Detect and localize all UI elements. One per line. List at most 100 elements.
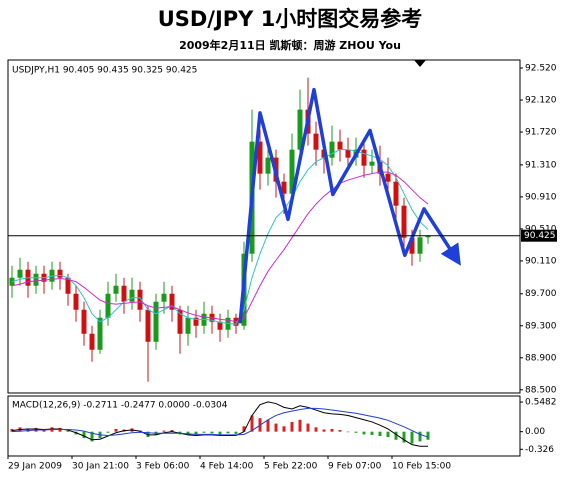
macd-bar bbox=[330, 428, 334, 432]
macd-bar bbox=[250, 415, 254, 432]
macd-bar bbox=[194, 431, 198, 435]
y-tick-label: 89.300 bbox=[525, 321, 557, 331]
candle-body bbox=[289, 149, 295, 194]
candle-body bbox=[145, 309, 151, 342]
macd-bar bbox=[82, 431, 86, 439]
macd-bar bbox=[266, 419, 270, 432]
candle-body bbox=[401, 205, 407, 238]
y-tick-label: 91.720 bbox=[525, 128, 557, 138]
candle-body bbox=[185, 317, 191, 334]
y-tick-label: 91.310 bbox=[525, 160, 557, 170]
candle-body bbox=[281, 181, 287, 194]
macd-bar bbox=[26, 428, 30, 432]
macd-panel bbox=[7, 395, 521, 457]
macd-bar bbox=[346, 431, 350, 433]
candle-body bbox=[65, 277, 71, 294]
macd-bar bbox=[290, 421, 294, 432]
x-tick-label: 29 Jan 2009 bbox=[8, 462, 62, 472]
y-tick-label: 88.500 bbox=[525, 385, 557, 395]
candle-body bbox=[385, 173, 391, 182]
macd-bar bbox=[162, 430, 166, 432]
y-tick-label: -0.326 bbox=[525, 445, 554, 455]
macd-bar bbox=[426, 431, 430, 440]
y-tick-label: 0.00 bbox=[525, 427, 545, 437]
y-tick-label: 88.900 bbox=[525, 353, 557, 363]
macd-bar bbox=[338, 430, 342, 432]
page-title: USD/JPY 1小时图交易参考 bbox=[158, 7, 423, 31]
candle-body bbox=[329, 141, 335, 158]
macd-bar bbox=[386, 431, 390, 438]
macd-bar bbox=[354, 431, 358, 433]
candle-body bbox=[33, 273, 39, 286]
macd-bar bbox=[394, 431, 398, 440]
candle-body bbox=[417, 237, 423, 254]
y-tick-label: 89.700 bbox=[525, 289, 557, 299]
y-tick-label: 90.910 bbox=[525, 192, 557, 202]
indicator-line bbox=[11, 401, 428, 447]
macd-bar bbox=[282, 426, 286, 432]
candle-body bbox=[257, 141, 263, 174]
macd-bar bbox=[226, 431, 230, 434]
macd-bar bbox=[210, 431, 214, 434]
last-price-box bbox=[521, 229, 557, 242]
indicator-line bbox=[11, 171, 429, 323]
macd-bar bbox=[298, 419, 302, 432]
candle-body bbox=[425, 235, 431, 238]
macd-bar bbox=[306, 423, 310, 432]
y-tick-label: 90.110 bbox=[525, 256, 557, 266]
candle-body bbox=[129, 289, 135, 302]
shift-marker bbox=[414, 60, 426, 67]
candle-body bbox=[409, 237, 415, 254]
indicator-line bbox=[11, 407, 429, 438]
macd-bar bbox=[402, 431, 406, 443]
x-tick-label: 9 Feb 07:00 bbox=[328, 462, 382, 472]
x-tick-label: 3 Feb 06:00 bbox=[136, 462, 190, 472]
macd-bar bbox=[186, 431, 190, 435]
candle-body bbox=[297, 109, 303, 150]
macd-bar bbox=[362, 431, 366, 435]
page-subtitle: 2009年2月11日 凯斯顿：周游 ZHOU You bbox=[179, 38, 401, 52]
macd-bar bbox=[202, 431, 206, 433]
macd-bar bbox=[66, 430, 70, 432]
macd-bar bbox=[274, 423, 278, 432]
candle-body bbox=[177, 309, 183, 334]
last-price-label: 90.425 bbox=[524, 231, 556, 241]
x-tick-label: 4 Feb 14:00 bbox=[200, 462, 254, 472]
y-tick-label: 92.120 bbox=[525, 96, 557, 106]
macd-bar bbox=[170, 430, 174, 432]
macd-bar bbox=[378, 431, 382, 436]
macd-bar bbox=[410, 431, 414, 444]
candle-body bbox=[369, 161, 375, 166]
trend-annotation bbox=[238, 87, 461, 324]
candle-body bbox=[337, 141, 343, 150]
y-tick-label: 90.510 bbox=[525, 224, 557, 234]
candle-body bbox=[313, 133, 319, 150]
macd-bar bbox=[114, 428, 118, 432]
candle-body bbox=[89, 333, 95, 350]
candle-body bbox=[105, 293, 111, 318]
candle-body bbox=[217, 321, 223, 330]
x-tick-label: 5 Feb 22:00 bbox=[264, 462, 318, 472]
candle-body bbox=[97, 317, 103, 350]
candle-body bbox=[265, 157, 271, 174]
candle-body bbox=[161, 293, 167, 302]
y-tick-label: 92.520 bbox=[525, 64, 557, 74]
macd-bar bbox=[218, 431, 222, 435]
macd-bar bbox=[314, 427, 318, 432]
candle-body bbox=[193, 317, 199, 326]
macd-bar bbox=[234, 431, 238, 434]
candle-body bbox=[345, 149, 351, 158]
macd-bar bbox=[370, 431, 374, 435]
candle-body bbox=[73, 293, 79, 310]
candle-body bbox=[57, 269, 63, 278]
y-tick-label: 0.5482 bbox=[525, 398, 557, 408]
candle-body bbox=[137, 289, 143, 310]
candle-body bbox=[81, 309, 87, 334]
price-panel bbox=[7, 59, 521, 394]
candle-body bbox=[169, 293, 175, 310]
candle-body bbox=[17, 269, 23, 278]
x-tick-label: 10 Feb 15:00 bbox=[392, 462, 451, 472]
candle-body bbox=[361, 149, 367, 166]
macd-bar bbox=[90, 431, 94, 442]
